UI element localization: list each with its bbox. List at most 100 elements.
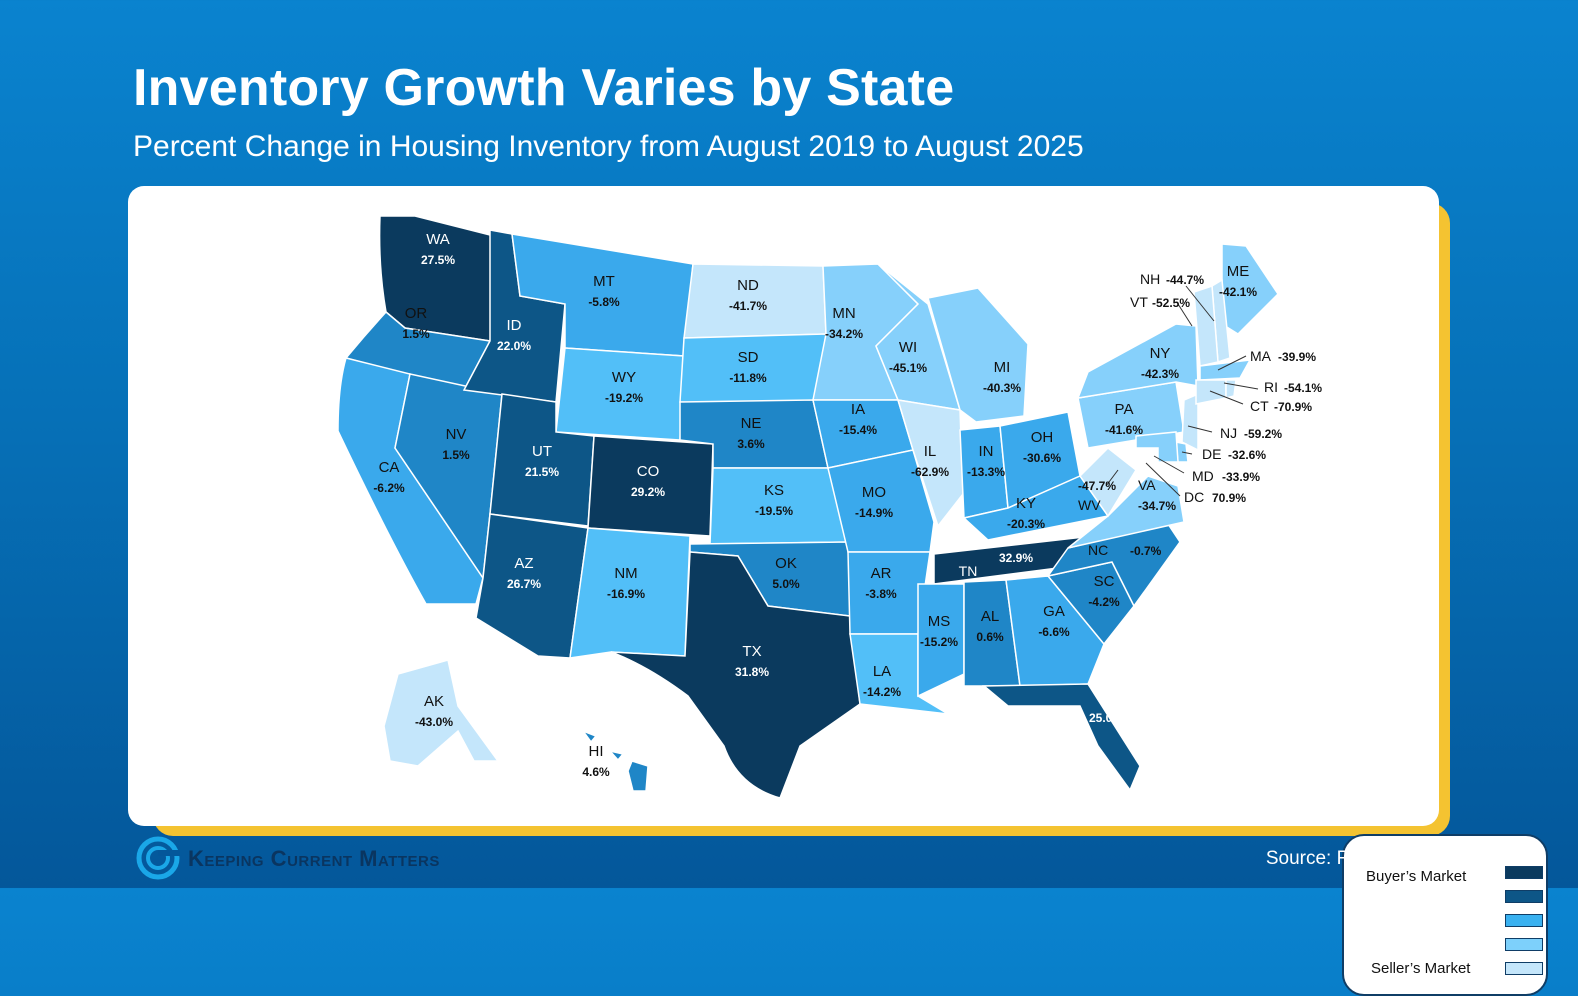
state-shape-vt — [1193, 284, 1219, 367]
state-label-wi: WI — [899, 339, 917, 356]
state-label-or: OR — [405, 305, 428, 322]
state-value-de: -32.6% — [1228, 448, 1266, 462]
state-value-ky: -20.3% — [1007, 517, 1045, 531]
source-credit: Source: Realtor.com — [1265, 848, 1438, 869]
state-value-la: -14.2% — [863, 685, 901, 699]
leader-nj — [1187, 425, 1213, 433]
state-label-la: LA — [873, 663, 891, 680]
state-value-nd: -41.7% — [729, 299, 767, 313]
legend-label-buyers: Buyer’s Market — [1366, 868, 1467, 885]
state-label-al: AL — [981, 608, 999, 625]
leader-de — [1181, 451, 1193, 455]
state-value-ks: -19.5% — [755, 504, 793, 518]
brand-name: Keeping Current Matters — [188, 846, 440, 871]
state-value-ut: 21.5% — [525, 465, 559, 479]
state-label-sd: SD — [738, 349, 759, 366]
state-value-dc: 70.9% — [1212, 491, 1246, 505]
state-shape-mi — [927, 287, 1029, 423]
state-label-az: AZ — [514, 555, 533, 572]
state-value-mn: -34.2% — [825, 327, 863, 341]
state-label-tx: TX — [742, 643, 761, 660]
state-label-ok: OK — [775, 555, 797, 572]
state-value-wi: -45.1% — [889, 361, 927, 375]
state-shape-ct — [1195, 379, 1227, 405]
state-label-ne: NE — [741, 415, 762, 432]
legend-label-sellers: Seller’s Market — [1371, 960, 1471, 977]
state-value-ar: -3.8% — [865, 587, 897, 601]
state-value-az: 26.7% — [507, 577, 541, 591]
state-value-vt: -52.5% — [1152, 296, 1190, 310]
state-value-ia: -15.4% — [839, 423, 877, 437]
state-value-tn: 32.9% — [999, 551, 1033, 565]
state-value-nv: 1.5% — [442, 448, 470, 462]
state-label-ct: CT — [1250, 398, 1269, 414]
state-label-ga: GA — [1043, 603, 1065, 620]
state-value-ne: 3.6% — [737, 437, 765, 451]
state-value-hi: 4.6% — [582, 765, 610, 779]
state-value-wv: -47.7% — [1078, 479, 1116, 493]
state-value-ct: -70.9% — [1274, 400, 1312, 414]
leader-vt — [1177, 303, 1193, 327]
state-value-ok: 5.0% — [772, 577, 800, 591]
state-label-ca: CA — [379, 459, 400, 476]
legend-swatch-1 — [1505, 866, 1543, 879]
kcm-logo-icon — [136, 836, 180, 880]
state-label-ms: MS — [928, 613, 951, 630]
state-value-wy: -19.2% — [605, 391, 643, 405]
state-value-co: 29.2% — [631, 485, 665, 499]
state-shape-la — [849, 633, 949, 715]
state-shapes — [337, 215, 1279, 799]
state-label-id: ID — [507, 317, 522, 334]
state-value-ri: -54.1% — [1284, 381, 1322, 395]
state-value-ga: -6.6% — [1038, 625, 1070, 639]
state-value-nm: -16.9% — [607, 587, 645, 601]
state-value-ms: -15.2% — [920, 635, 958, 649]
leader-dc — [1145, 462, 1181, 497]
state-value-or: 1.5% — [402, 327, 430, 341]
state-shape-mo — [827, 449, 935, 553]
state-label-nd: ND — [737, 277, 759, 294]
state-value-md: -33.9% — [1222, 470, 1260, 484]
state-label-md: MD — [1192, 468, 1214, 484]
state-value-sc: -4.2% — [1088, 595, 1120, 609]
state-value-nc: -0.7% — [1130, 544, 1162, 558]
state-shape-wv — [1079, 446, 1137, 518]
state-value-ak: -43.0% — [415, 715, 453, 729]
state-label-oh: OH — [1031, 429, 1054, 446]
state-label-mn: MN — [832, 305, 855, 322]
state-value-ca: -6.2% — [373, 481, 405, 495]
state-label-ak: AK — [424, 693, 444, 710]
state-label-in: IN — [979, 443, 994, 460]
legend-swatch-5 — [1505, 962, 1543, 975]
state-labels: WA 27.5% OR 1.5% CA -6.2% NV 1.5% ID 22.0% MT -5.8%… — [373, 231, 1322, 779]
state-value-sd: -11.8% — [729, 371, 767, 385]
state-shape-nj — [1181, 392, 1199, 452]
state-label-de: DE — [1202, 446, 1221, 462]
state-value-fl: 25.0% — [1089, 711, 1123, 725]
state-value-pa: -41.6% — [1105, 423, 1143, 437]
state-label-dc: DC — [1184, 489, 1204, 505]
leader-nh — [1185, 285, 1215, 322]
state-label-nc: NC — [1088, 542, 1108, 558]
us-map: WA 27.5% OR 1.5% CA -6.2% NV 1.5% ID 22.0% MT -5.8%… — [337, 215, 1322, 799]
state-label-ky: KY — [1016, 495, 1036, 512]
state-label-ny: NY — [1150, 345, 1171, 362]
state-value-ma: -39.9% — [1278, 350, 1316, 364]
state-shape-ca — [337, 357, 484, 605]
state-label-nj: NJ — [1220, 425, 1237, 441]
state-value-nj: -59.2% — [1244, 427, 1282, 441]
state-shape-hi — [580, 729, 649, 792]
state-label-nv: NV — [446, 426, 467, 443]
state-label-me: ME — [1227, 263, 1250, 280]
state-shape-tx — [610, 551, 861, 799]
state-label-ma: MA — [1250, 348, 1272, 364]
state-shape-ny — [1076, 323, 1199, 399]
state-value-al: 0.6% — [976, 630, 1004, 644]
state-value-mi: -40.3% — [983, 381, 1021, 395]
state-value-mt: -5.8% — [588, 295, 620, 309]
state-label-fl: FL — [1097, 689, 1115, 706]
leader-ct — [1209, 390, 1244, 405]
state-label-ut: UT — [532, 443, 552, 460]
state-label-wv: WV — [1078, 497, 1101, 513]
map-card: WA 27.5% OR 1.5% CA -6.2% NV 1.5% ID 22.0% MT -5.8%… — [128, 186, 1548, 996]
